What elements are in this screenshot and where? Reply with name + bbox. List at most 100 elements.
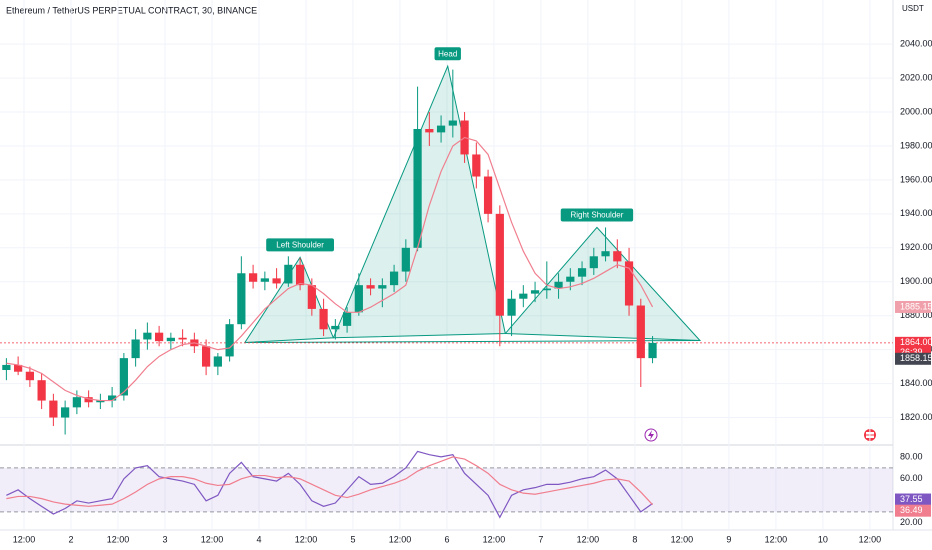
- x-tick-label: 2: [68, 534, 73, 544]
- rsi-badge-label: 37.55: [900, 494, 923, 504]
- candle-body: [589, 256, 598, 269]
- y-tick-label: 1980.00: [900, 140, 932, 150]
- rsi-badge: [895, 504, 931, 517]
- candle-body: [331, 325, 340, 330]
- x-tick-label: 4: [256, 534, 261, 544]
- pattern-label: Left Shoulder: [276, 240, 324, 249]
- y-tick-label: 2020.00: [900, 72, 932, 82]
- candle-body: [37, 380, 46, 401]
- price-badge-label: 1885.15: [900, 301, 932, 311]
- candle-body: [2, 364, 11, 371]
- y-tick-label: 1900.00: [900, 276, 932, 286]
- candle-body: [237, 273, 246, 325]
- rsi-badge-label: 36.49: [900, 505, 923, 515]
- candle-body: [84, 397, 93, 403]
- x-tick-label: 12:00: [201, 534, 224, 544]
- candle-body: [601, 251, 610, 257]
- candle-body: [25, 371, 34, 381]
- candle-body: [624, 261, 634, 306]
- price-badge-label: 1864.00: [900, 337, 932, 347]
- rsi-line: [6, 456, 653, 507]
- rsi-tick-label: 20.00: [900, 517, 923, 527]
- candle-body: [307, 285, 316, 309]
- candle-body: [213, 356, 222, 367]
- candle-body: [542, 288, 551, 291]
- candle-body: [366, 285, 375, 289]
- candle-body: [260, 278, 269, 282]
- price-countdown: 26:39: [900, 347, 923, 357]
- candle-body: [143, 332, 152, 340]
- candle-body: [519, 293, 528, 299]
- candle-body: [108, 395, 117, 401]
- rsi-band: [0, 467, 893, 512]
- candle-body: [648, 342, 657, 359]
- x-tick-label: 7: [538, 534, 543, 544]
- candle-body: [72, 397, 81, 408]
- x-tick-label: 12:00: [765, 534, 788, 544]
- x-tick-label: 3: [162, 534, 167, 544]
- candle-body: [225, 324, 234, 357]
- axis-unit: USDT: [902, 4, 924, 13]
- rsi-badge: [895, 493, 931, 506]
- candle-body: [119, 358, 128, 396]
- chart-title: Ethereum / TetherUS PERPETUAL CONTRACT, …: [6, 5, 257, 15]
- candle-body: [284, 264, 293, 284]
- x-tick-label: 12:00: [859, 534, 882, 544]
- candle-body: [425, 128, 434, 133]
- pattern-label-bg: [560, 208, 634, 222]
- candle-body: [272, 278, 281, 284]
- neckline: [244, 339, 700, 344]
- candle-body: [448, 120, 457, 126]
- y-tick-label: 1940.00: [900, 208, 932, 218]
- pattern-label-bg: [266, 238, 334, 252]
- candle-body: [389, 271, 399, 286]
- price-badge: [895, 352, 931, 365]
- candle-body: [131, 339, 140, 359]
- x-tick-label: 12:00: [671, 534, 694, 544]
- candle-body: [636, 305, 645, 359]
- candle-body: [378, 285, 387, 289]
- rsi-tick-label: 60.00: [900, 473, 923, 483]
- candle-body: [155, 332, 164, 342]
- x-tick-label: 5: [350, 534, 355, 544]
- candle-body: [507, 298, 516, 316]
- x-tick-label: 12:00: [13, 534, 36, 544]
- x-tick-label: 6: [444, 534, 449, 544]
- candle-body: [413, 128, 422, 248]
- candle-body: [49, 400, 58, 418]
- x-tick-label: 10: [818, 534, 828, 544]
- y-tick-label: 2000.00: [900, 106, 932, 116]
- candle-body: [61, 407, 70, 418]
- y-tick-label: 1880.00: [900, 310, 932, 320]
- x-tick-label: 12:00: [295, 534, 318, 544]
- rsi-tick-label: 80.00: [900, 451, 923, 461]
- flash-icon[interactable]: [644, 428, 658, 442]
- pattern-shape: [243, 256, 335, 344]
- candle-body: [354, 285, 363, 313]
- candle-body: [613, 251, 622, 262]
- price-badge-label: 1858.15: [900, 353, 932, 363]
- rsi-line: [6, 450, 653, 519]
- candle-body: [495, 213, 504, 316]
- pattern-label: Right Shoulder: [570, 211, 623, 220]
- candle-body: [14, 364, 23, 372]
- x-tick-label: 9: [726, 534, 731, 544]
- price-badge: [895, 300, 931, 313]
- y-tick-label: 2040.00: [900, 39, 932, 49]
- y-tick-label: 1960.00: [900, 174, 932, 184]
- pattern-shape: [504, 226, 702, 342]
- x-tick-label: 12:00: [577, 534, 600, 544]
- x-tick-label: 12:00: [483, 534, 506, 544]
- x-tick-label: 8: [632, 534, 637, 544]
- y-tick-label: 1820.00: [900, 412, 932, 422]
- moving-average: [6, 136, 654, 402]
- candle-body: [483, 176, 493, 214]
- candle-body: [342, 312, 352, 326]
- pattern-label-bg: [434, 47, 461, 61]
- candle-body: [566, 276, 575, 282]
- candle-body: [577, 268, 587, 277]
- pattern-label: Head: [438, 49, 457, 58]
